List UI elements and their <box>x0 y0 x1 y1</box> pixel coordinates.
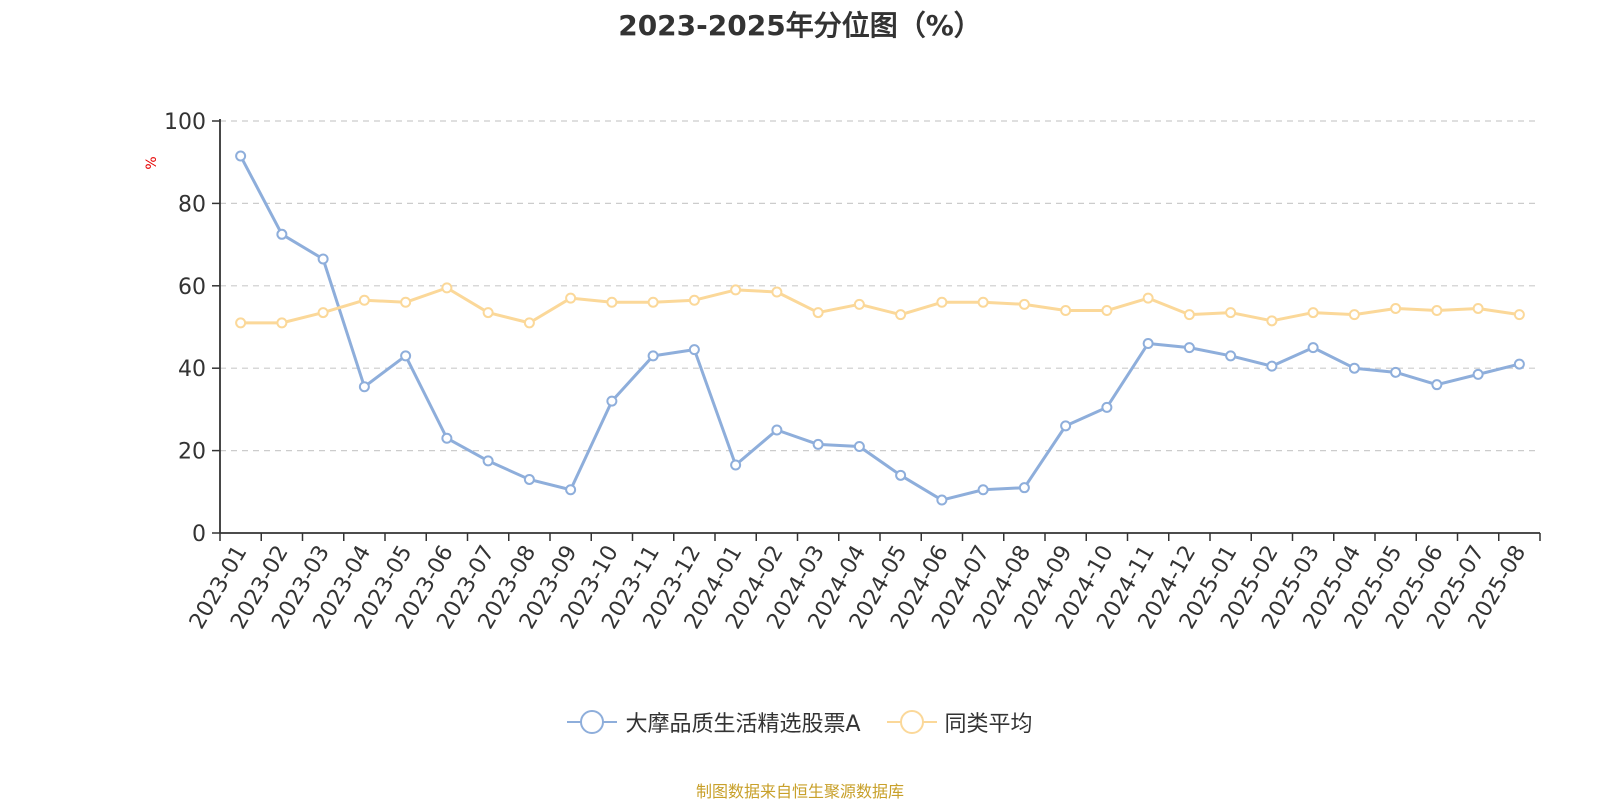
series-0-point-2024-02 <box>771 424 783 436</box>
series-1-point-2023-10 <box>606 296 618 308</box>
legend: 大摩品质生活精选股票A 同类平均 <box>0 706 1600 738</box>
series-1-point-2024-10 <box>1101 305 1113 317</box>
series-1-point-2023-11 <box>647 296 659 308</box>
series-0-point-2023-01 <box>235 150 247 162</box>
series-1-point-2025-06 <box>1431 305 1443 317</box>
y-tick-label-100: 100 <box>164 110 206 135</box>
series-1-point-2024-12 <box>1183 309 1195 321</box>
series-1-point-2023-09 <box>565 292 577 304</box>
series-0-point-2024-04 <box>853 440 865 452</box>
series-1-point-2024-06 <box>936 296 948 308</box>
legend-label-fund: 大摩品质生活精选股票A <box>625 712 861 737</box>
series-line-0 <box>239 155 1520 502</box>
y-axis-label: % <box>144 156 160 169</box>
y-tick-label-0: 0 <box>192 522 206 547</box>
legend-label-average: 同类平均 <box>944 712 1033 737</box>
series-1-point-2023-05 <box>400 296 412 308</box>
series-0-point-2023-10 <box>606 395 618 407</box>
legend-item-average[interactable]: 同类平均 <box>886 706 1033 738</box>
series-1-point-2023-08 <box>523 317 535 329</box>
series-0-point-2023-11 <box>647 350 659 362</box>
source-note: 制图数据来自恒生聚源数据库 <box>695 782 904 801</box>
series-0-point-2024-09 <box>1060 420 1072 432</box>
series-1-point-2025-02 <box>1266 315 1278 327</box>
series-1-point-2024-08 <box>1018 298 1030 310</box>
series-0-point-2024-11 <box>1142 337 1154 349</box>
series-1-point-2023-07 <box>482 307 494 319</box>
series-0-point-2023-02 <box>276 228 288 240</box>
series-0-point-2025-06 <box>1431 379 1443 391</box>
series-1-point-2024-02 <box>771 286 783 298</box>
series-0-point-2024-06 <box>936 494 948 506</box>
legend-marker-fund-icon <box>567 710 618 734</box>
grid-layer <box>220 120 1540 452</box>
series-1-point-2025-07 <box>1472 302 1484 314</box>
series-0-point-2024-05 <box>895 469 907 481</box>
series-1-point-2025-08 <box>1513 309 1525 321</box>
series-0-point-2023-12 <box>688 344 700 356</box>
series-0-point-2025-02 <box>1266 360 1278 372</box>
series-1-point-2025-04 <box>1348 309 1360 321</box>
series-0-point-2023-05 <box>400 350 412 362</box>
legend-marker-average-icon <box>886 710 937 734</box>
series-1-point-2023-02 <box>276 317 288 329</box>
series-1-point-2024-05 <box>895 309 907 321</box>
series-1-point-2024-03 <box>812 307 824 319</box>
axis-layer: 0204060801002023-012023-022023-032023-04… <box>164 110 1541 633</box>
series-1-point-2025-05 <box>1390 302 1402 314</box>
y-tick-label-80: 80 <box>178 192 206 217</box>
series-1-point-2024-09 <box>1060 305 1072 317</box>
series-1-point-2023-04 <box>358 294 370 306</box>
y-tick-label-40: 40 <box>178 357 206 382</box>
series-1-point-2024-11 <box>1142 292 1154 304</box>
series-0-point-2023-07 <box>482 455 494 467</box>
series-0-point-2024-10 <box>1101 401 1113 413</box>
legend-item-fund[interactable]: 大摩品质生活精选股票A <box>567 706 861 738</box>
series-0-point-2025-04 <box>1348 362 1360 374</box>
series-1-point-2024-07 <box>977 296 989 308</box>
y-tick-label-60: 60 <box>178 275 206 300</box>
series-0-point-2024-03 <box>812 438 824 450</box>
series-0-point-2025-05 <box>1390 366 1402 378</box>
series-1-point-2024-01 <box>730 284 742 296</box>
series-0-point-2025-07 <box>1472 368 1484 380</box>
series-0-point-2024-12 <box>1183 342 1195 354</box>
series-1-point-2023-06 <box>441 282 453 294</box>
series-1-point-2024-04 <box>853 298 865 310</box>
series-0-point-2024-07 <box>977 484 989 496</box>
series-0-point-2024-08 <box>1018 482 1030 494</box>
series-1-point-2025-03 <box>1307 307 1319 319</box>
series-0-point-2025-08 <box>1513 358 1525 370</box>
series-1-point-2025-01 <box>1225 307 1237 319</box>
chart-title: 2023-2025年分位图（%） <box>618 9 982 42</box>
series-0-point-2023-04 <box>358 381 370 393</box>
series-1-point-2023-01 <box>235 317 247 329</box>
series-0-point-2025-03 <box>1307 342 1319 354</box>
series-1-point-2023-03 <box>317 307 329 319</box>
series-0-point-2023-03 <box>317 253 329 265</box>
series-0-point-2023-06 <box>441 432 453 444</box>
series-0-point-2023-09 <box>565 484 577 496</box>
series-0-point-2024-01 <box>730 459 742 471</box>
series-layer <box>235 150 1525 506</box>
series-0-point-2025-01 <box>1225 350 1237 362</box>
series-line-1 <box>240 286 1520 325</box>
series-0-point-2023-08 <box>523 473 535 485</box>
series-1-point-2023-12 <box>688 294 700 306</box>
y-tick-label-20: 20 <box>178 440 206 465</box>
